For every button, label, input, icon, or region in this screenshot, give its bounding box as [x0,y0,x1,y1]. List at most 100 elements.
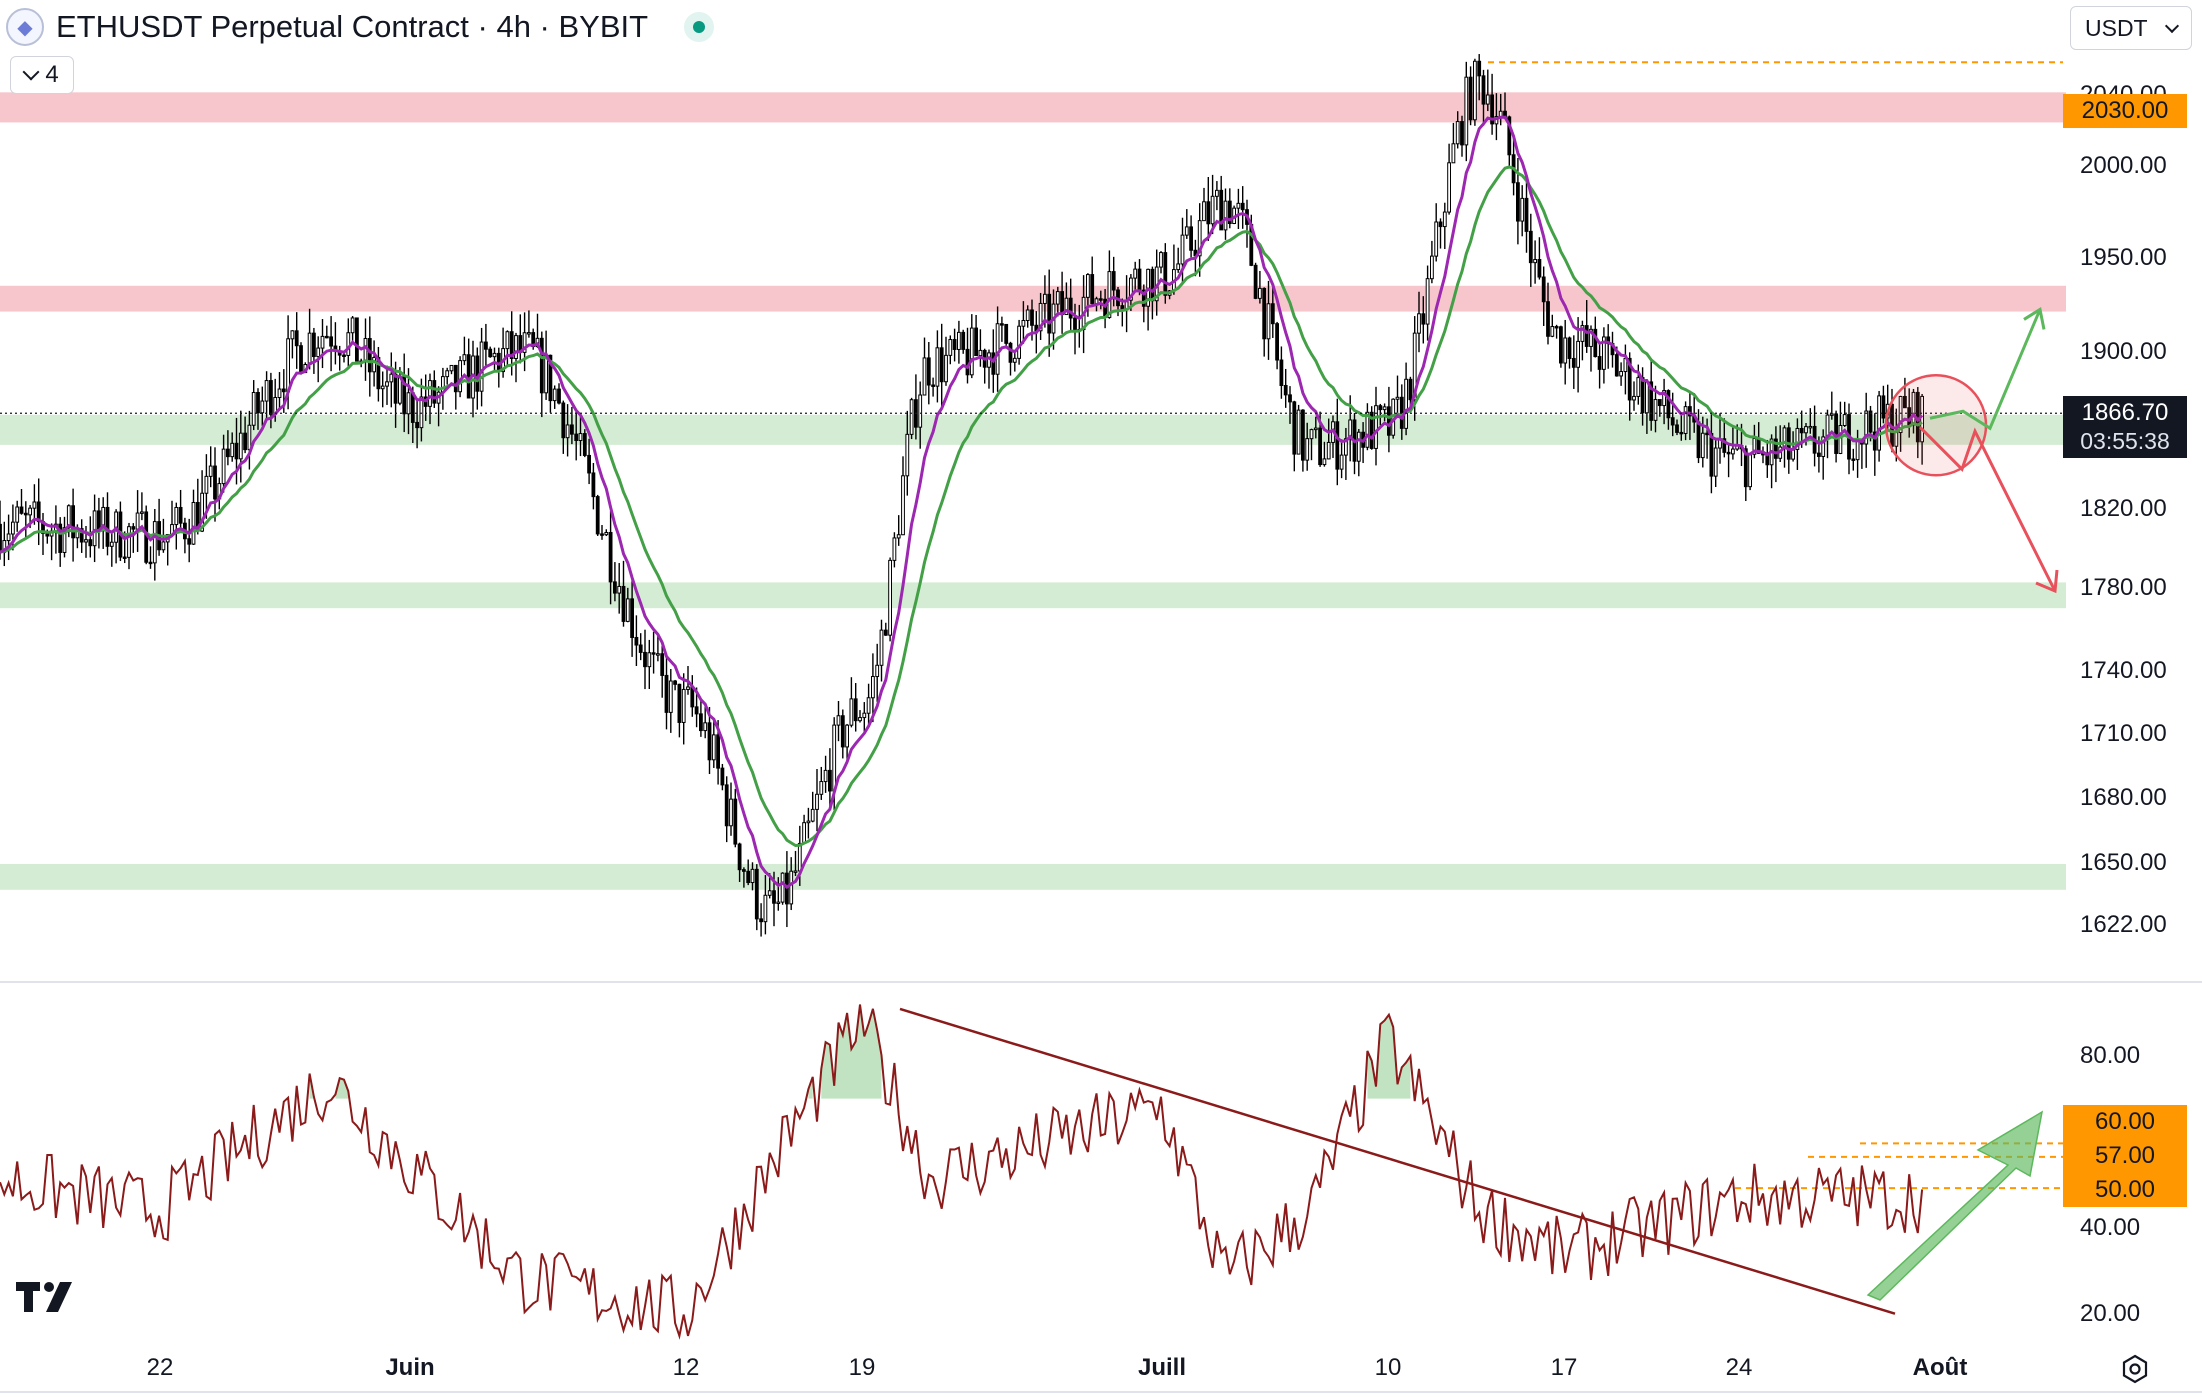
tradingview-logo-icon[interactable] [16,1282,78,1312]
candle-body [200,492,204,532]
candle-body [1176,263,1181,271]
candle-body [1485,94,1490,105]
candle-body [1258,287,1262,299]
candle-body [1657,399,1662,407]
candle-body [1571,357,1576,368]
candle-body [875,664,880,678]
candle-body [931,384,936,387]
candle-body [1387,406,1391,436]
candle-body [475,355,480,392]
candle-body [355,317,359,362]
time-label: 19 [848,1354,876,1381]
candle-body [544,354,549,394]
candle-body [733,798,738,845]
indicators-toggle-button[interactable]: 4 [10,56,74,94]
candle-body [140,511,144,514]
candle-body [660,653,665,676]
candle-body [1520,197,1525,222]
candle-body [1563,337,1568,364]
candle-body [1451,143,1456,164]
candle-body [1098,298,1103,301]
candle-body [1696,421,1701,459]
candle-body [1318,427,1322,466]
candle-body [1365,411,1370,448]
candle-body [668,680,673,713]
candle-body [647,652,652,668]
candle-body [1283,385,1288,396]
candle-body [238,432,243,460]
candle-body [858,717,862,722]
candle-body [1309,429,1314,440]
bar-countdown: 03:55:38 [2080,428,2170,454]
ethereum-logo-icon[interactable]: ◆ [6,8,44,46]
candle-body [961,331,966,350]
candle-body [1795,427,1800,450]
candle-body [79,528,84,543]
candle-body [131,526,136,530]
candle-body [617,585,622,594]
candle-body [0,523,2,553]
candle-body [1404,378,1408,429]
candle-body [1438,221,1443,228]
candle-body [1197,220,1202,257]
candle-body [1060,291,1064,316]
candle-body [1378,405,1383,411]
candle-body [1301,409,1305,461]
candle-body [174,506,179,526]
candle-body [1688,406,1692,417]
marked-level-tag: 2030.00 [2063,94,2187,128]
resistance-zone [0,285,2066,312]
candle-body [600,533,604,536]
candle-body [565,424,570,439]
candle-body [836,715,841,726]
candle-body [1455,121,1460,145]
candle-body [1829,413,1834,416]
candle-body [840,715,845,748]
candle-body [208,465,213,477]
candle-body [1640,377,1645,414]
candle-body [939,347,944,383]
candle-body [1055,291,1060,305]
candle-body [793,870,798,873]
candle-body [1537,259,1542,278]
candle-body [428,380,432,407]
chart-header: ◆ ETHUSDT Perpetual Contract · 4h · BYBI… [6,6,715,48]
candle-body [1881,395,1886,419]
candle-body [879,629,884,666]
candle-body [1322,458,1327,466]
candle-body [595,496,600,535]
candle-body [1817,452,1821,457]
candle-body [974,327,979,357]
price-tick: 1950.00 [2080,244,2167,271]
rsi-trendline [899,1007,1896,1315]
currency-select[interactable]: USDT [2070,6,2192,50]
candle-body [677,683,682,723]
currency-label: USDT [2085,14,2148,41]
price-tick: 1680.00 [2080,784,2167,811]
candle-body [1842,414,1847,427]
candle-body [1533,259,1537,264]
candle-body [1240,202,1245,211]
candle-body [802,822,807,844]
candle-body [346,332,351,356]
candle-body [944,354,948,383]
candle-body [1675,424,1679,433]
candle-body [871,676,875,699]
candle-body [832,724,837,792]
candle-body [1189,226,1193,251]
gear-icon[interactable] [2120,1354,2150,1384]
candle-body [991,352,996,375]
candle-body [707,722,712,761]
symbol-title[interactable]: ETHUSDT Perpetual Contract · 4h · BYBIT [56,9,649,44]
candle-body [1043,293,1047,304]
candle-body [1073,317,1077,331]
time-label: 24 [1725,1354,1753,1381]
candle-body [720,767,725,786]
current-price-tag: 1866.70 03:55:38 [2063,396,2187,458]
candle-body [703,722,708,732]
candle-body [367,338,372,373]
candle-body [845,724,850,748]
candle-body [1421,313,1426,325]
candle-body [1649,381,1654,421]
